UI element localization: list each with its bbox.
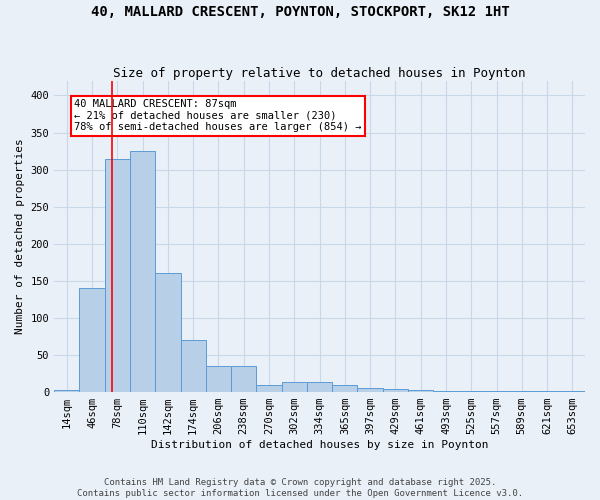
Y-axis label: Number of detached properties: Number of detached properties [15, 138, 25, 334]
Bar [256, 384, 281, 392]
Bar [408, 390, 433, 392]
Bar [181, 340, 206, 392]
Bar [358, 388, 383, 392]
Bar [105, 158, 130, 392]
Text: 40, MALLARD CRESCENT, POYNTON, STOCKPORT, SK12 1HT: 40, MALLARD CRESCENT, POYNTON, STOCKPORT… [91, 5, 509, 19]
Text: 40 MALLARD CRESCENT: 87sqm
← 21% of detached houses are smaller (230)
78% of sem: 40 MALLARD CRESCENT: 87sqm ← 21% of deta… [74, 99, 362, 132]
Bar [54, 390, 79, 392]
Text: Contains HM Land Registry data © Crown copyright and database right 2025.
Contai: Contains HM Land Registry data © Crown c… [77, 478, 523, 498]
Bar [332, 384, 358, 392]
Bar [130, 151, 155, 392]
Bar [307, 382, 332, 392]
Bar [281, 382, 307, 392]
Bar [383, 389, 408, 392]
X-axis label: Distribution of detached houses by size in Poynton: Distribution of detached houses by size … [151, 440, 488, 450]
Title: Size of property relative to detached houses in Poynton: Size of property relative to detached ho… [113, 66, 526, 80]
Bar [231, 366, 256, 392]
Bar [155, 274, 181, 392]
Bar [560, 390, 585, 392]
Bar [79, 288, 105, 392]
Bar [206, 366, 231, 392]
